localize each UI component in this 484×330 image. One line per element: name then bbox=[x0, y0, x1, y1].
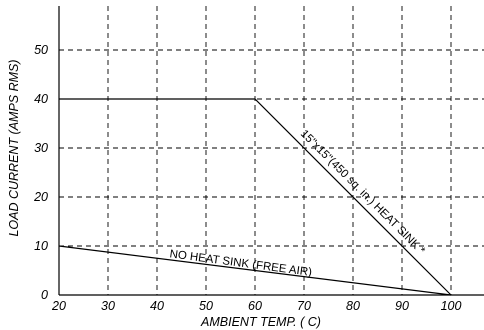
x-tick-label: 70 bbox=[297, 299, 311, 313]
series bbox=[58, 98, 452, 296]
y-tick-label: 40 bbox=[34, 92, 48, 106]
x-tick-label: 30 bbox=[101, 299, 115, 313]
x-tick-label: 20 bbox=[51, 299, 66, 313]
curve-label-2: NO HEAT SINK (FREE AIR) bbox=[169, 248, 313, 279]
series-1-line bbox=[59, 98, 452, 296]
x-tick-label: 90 bbox=[395, 299, 409, 313]
axes bbox=[58, 6, 484, 296]
y-axis-title: LOAD CURRENT (AMPS RMS) bbox=[7, 59, 21, 236]
series-2-line bbox=[58, 245, 452, 296]
grid bbox=[59, 6, 484, 295]
x-axis-title: AMBIENT TEMP. ( C) bbox=[200, 315, 321, 329]
y-tick-label: 0 bbox=[41, 288, 48, 302]
x-tick-label: 60 bbox=[248, 299, 262, 313]
y-tick-label: 10 bbox=[34, 239, 48, 253]
x-tick-label: 40 bbox=[150, 299, 164, 313]
y-tick-label: 50 bbox=[34, 43, 48, 57]
x-tick-label: 80 bbox=[346, 299, 360, 313]
x-tick-label: 100 bbox=[441, 299, 462, 313]
annotations: 15"x15"(450 sq. in.) HEAT SINK *NO HEAT … bbox=[169, 128, 428, 279]
tick-labels: 20 30 40 50 60 70 80 90 100 0 10 20 30 40 50 bbox=[33, 43, 461, 313]
curve-label-1: 15"x15"(450 sq. in.) HEAT SINK * bbox=[298, 128, 428, 258]
y-tick-label: 20 bbox=[33, 190, 48, 204]
y-tick-label: 30 bbox=[34, 141, 48, 155]
x-tick-label: 50 bbox=[199, 299, 213, 313]
